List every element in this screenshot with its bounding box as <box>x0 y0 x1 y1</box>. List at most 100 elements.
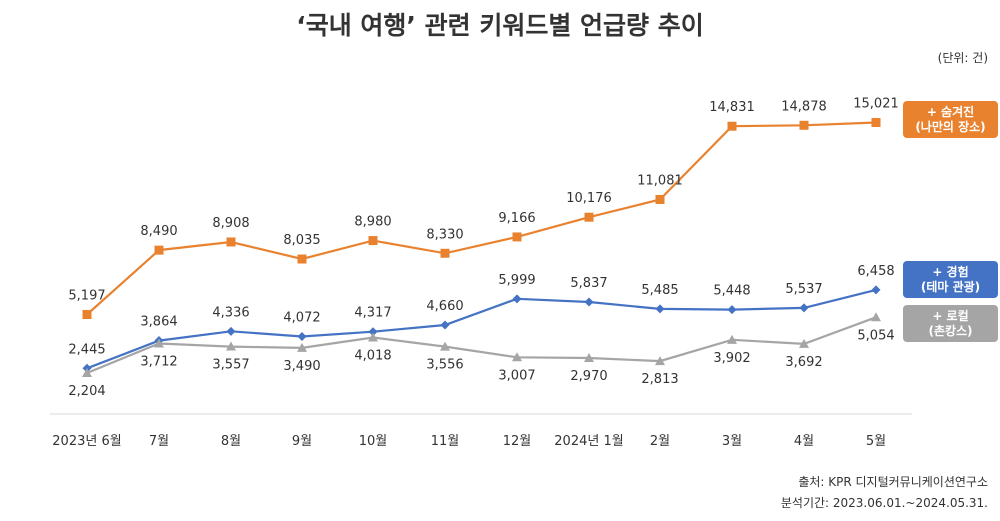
series-blue-label: 2,445 <box>68 342 105 357</box>
series-gray-label: 2,970 <box>570 369 607 384</box>
series-orange-label: 8,035 <box>283 233 320 248</box>
series-gray-marker <box>799 338 809 348</box>
legend-tag-label: + 로컬 (촌캉스) <box>928 309 972 338</box>
series-gray-marker <box>368 332 378 342</box>
series-gray-label: 3,692 <box>785 355 822 370</box>
series-orange-marker <box>297 254 307 264</box>
series-orange-marker <box>440 248 450 258</box>
series-orange-label: 14,831 <box>709 100 755 115</box>
series-blue-marker <box>368 327 378 337</box>
series-blue-label: 4,072 <box>283 311 320 326</box>
legend-tag-box <box>903 261 998 298</box>
series-gray-marker <box>584 353 594 363</box>
series-orange-marker <box>512 232 522 242</box>
legend-tag-label: + 숨겨진 (나만의 장소) <box>915 104 985 134</box>
series-orange-marker <box>655 195 665 205</box>
series-orange-marker <box>584 212 594 222</box>
series-orange-marker <box>154 245 164 255</box>
data-labels: 5,197 8,490 8,908 8,035 8,980 8,330 9,166 10,17… <box>68 97 898 400</box>
series-gray-label: 2,813 <box>641 372 678 387</box>
x-tick-label: 12월 <box>503 434 532 449</box>
legend-tag-hidden-place: + 숨겨진 (나만의 장소) <box>903 101 998 138</box>
x-tick-label: 5월 <box>866 434 886 449</box>
x-tick-label: 4월 <box>794 434 814 449</box>
series-gray-line <box>86 316 877 375</box>
series-gray-label: 3,556 <box>426 358 463 373</box>
x-tick-label: 10월 <box>359 434 388 449</box>
series-orange-label: 8,490 <box>140 224 177 239</box>
series-gray-label: 5,054 <box>857 328 894 343</box>
x-tick-label: 2023년 6월 <box>52 434 121 449</box>
series-orange-label: 8,908 <box>212 216 249 231</box>
legend-tag-box <box>903 305 998 342</box>
series-orange-label: 5,197 <box>68 289 105 304</box>
series-blue-marker <box>440 320 450 330</box>
series-gray-marker <box>655 356 665 366</box>
series-blue-label: 3,864 <box>140 315 177 330</box>
series-blue-label: 5,837 <box>570 276 607 291</box>
series-orange-marker <box>871 118 881 127</box>
series-gray-marker <box>82 368 92 377</box>
x-tick-label: 9월 <box>292 434 312 449</box>
series-orange-marker <box>799 120 809 130</box>
series-blue-label: 5,537 <box>785 282 822 297</box>
series-orange-label: 10,176 <box>566 191 612 206</box>
analysis-period: 분석기간: 2023.06.01.~2024.05.31. <box>781 496 988 510</box>
unit-label: (단위: 건) <box>938 51 988 65</box>
x-tick-label: 11월 <box>431 434 460 449</box>
legend-tag-box <box>903 101 998 138</box>
series-layer <box>82 118 881 377</box>
x-tick-label: 7월 <box>149 434 169 449</box>
series-orange-marker <box>727 121 737 131</box>
series-orange-label: 11,081 <box>637 174 683 189</box>
series-orange-label: 15,021 <box>853 97 899 112</box>
series-orange-label: 8,980 <box>354 215 391 230</box>
legend: + 숨겨진 (나만의 장소) + 경험 (테마 관광) + 로컬 (촌캉스) <box>903 101 998 342</box>
series-gray-label: 4,018 <box>354 349 391 364</box>
x-tick-label: 3월 <box>722 434 742 449</box>
series-blue-marker <box>512 294 522 304</box>
series-blue-line <box>86 288 877 370</box>
series-blue-label: 4,660 <box>426 299 463 314</box>
legend-tag-experience: + 경험 (테마 관광) <box>903 261 998 298</box>
series-orange-label: 14,878 <box>781 99 827 114</box>
series-blue-label: 5,999 <box>498 273 535 288</box>
series-gray-label: 3,902 <box>713 351 750 366</box>
series-gray-label: 3,007 <box>498 368 535 383</box>
series-blue-marker <box>655 304 665 314</box>
x-axis-ticks: 2023년 6월 7월 8월 9월 10월 11월 12월 2024년 1월 2월 3월 4월 5월 <box>52 434 886 449</box>
series-orange-line <box>86 121 877 316</box>
series-blue-label: 4,336 <box>212 305 249 320</box>
series-blue-marker <box>871 285 881 295</box>
series-gray-marker <box>297 342 307 352</box>
series-orange-marker <box>82 310 92 320</box>
series-gray-marker <box>727 334 737 344</box>
series-blue-marker <box>584 297 594 307</box>
series-gray-label: 3,490 <box>283 359 320 374</box>
series-gray-label: 3,557 <box>212 358 249 373</box>
series-gray-marker <box>871 312 881 322</box>
series-gray-marker <box>226 341 236 351</box>
legend-tag-label: + 경험 (테마 관광) <box>921 264 980 294</box>
series-blue-marker <box>727 305 737 315</box>
series-blue-label: 5,485 <box>641 283 678 298</box>
series-blue-label: 4,317 <box>354 306 391 321</box>
legend-tag-local: + 로컬 (촌캉스) <box>903 305 998 342</box>
series-blue-marker <box>799 303 809 313</box>
series-orange-marker <box>368 236 378 246</box>
chart-title: ‘국내 여행’ 관련 키워드별 언급량 추이 <box>296 11 704 40</box>
series-blue-marker <box>297 331 307 341</box>
x-tick-label: 2024년 1월 <box>554 434 623 449</box>
series-orange-label: 9,166 <box>498 211 535 226</box>
series-blue-label: 5,448 <box>713 284 750 299</box>
series-orange-marker <box>226 237 236 247</box>
series-gray-marker <box>154 338 164 348</box>
series-blue-marker <box>226 326 236 336</box>
x-tick-label: 8월 <box>221 434 241 449</box>
source-line: 출처: KPR 디지털커뮤니케이션연구소 <box>798 475 988 489</box>
series-blue-label: 6,458 <box>857 264 894 279</box>
x-tick-label: 2월 <box>650 434 670 449</box>
series-gray-marker <box>440 341 450 351</box>
